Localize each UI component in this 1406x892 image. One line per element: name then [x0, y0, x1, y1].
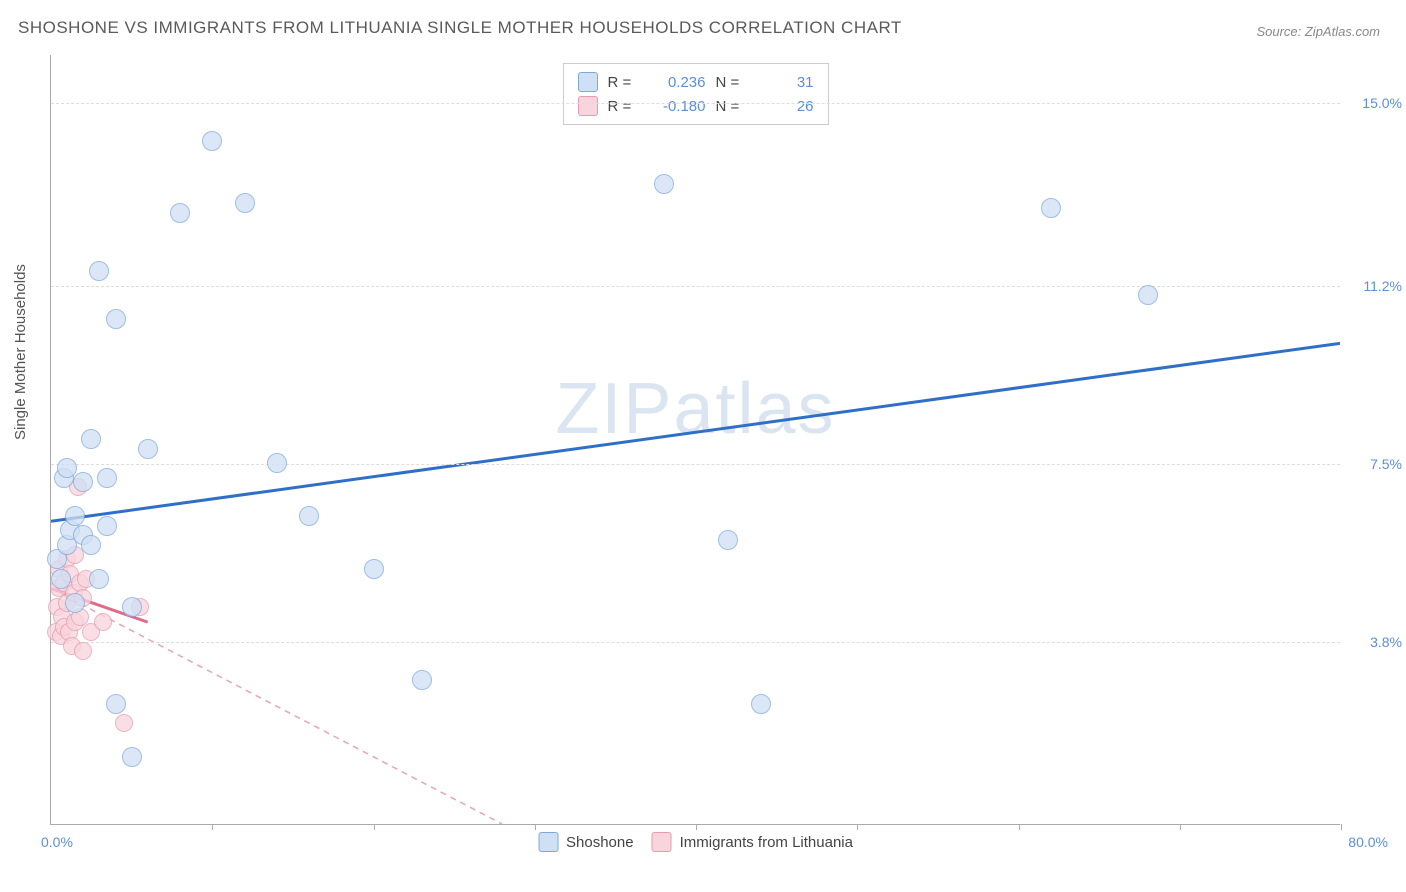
shoshone-point — [1138, 285, 1158, 305]
gridline — [51, 464, 1340, 465]
legend-row-lithuania: R = -0.180 N = 26 — [578, 94, 814, 118]
trend-line-shoshone — [51, 343, 1340, 521]
r-value-lithuania: -0.180 — [648, 98, 706, 115]
shoshone-point — [73, 472, 93, 492]
shoshone-point — [106, 694, 126, 714]
x-tick — [1180, 824, 1181, 830]
x-max-label: 80.0% — [1348, 834, 1388, 850]
x-tick — [696, 824, 697, 830]
shoshone-point — [51, 569, 71, 589]
r-label: R = — [608, 98, 638, 115]
shoshone-point — [97, 468, 117, 488]
x-tick — [374, 824, 375, 830]
legend-correlation: R = 0.236 N = 31 R = -0.180 N = 26 — [563, 63, 829, 125]
n-value-shoshone: 31 — [756, 74, 814, 91]
legend-item-shoshone: Shoshone — [538, 832, 634, 852]
shoshone-point — [122, 747, 142, 767]
x-tick — [1341, 824, 1342, 830]
shoshone-point — [106, 309, 126, 329]
n-value-lithuania: 26 — [756, 98, 814, 115]
shoshone-point — [89, 261, 109, 281]
trend-lines — [51, 55, 1340, 824]
lithuania-point — [94, 613, 112, 631]
watermark-bold: ZIP — [555, 369, 673, 449]
y-tick-label: 11.2% — [1363, 278, 1402, 294]
shoshone-point — [1041, 198, 1061, 218]
y-tick-label: 15.0% — [1362, 95, 1402, 111]
shoshone-point — [138, 439, 158, 459]
x-tick — [212, 824, 213, 830]
shoshone-point — [202, 131, 222, 151]
gridline — [51, 103, 1340, 104]
shoshone-point — [718, 530, 738, 550]
shoshone-point — [65, 593, 85, 613]
swatch-shoshone — [578, 72, 598, 92]
legend-item-lithuania: Immigrants from Lithuania — [652, 832, 853, 852]
watermark-rest: atlas — [673, 369, 835, 449]
shoshone-point — [57, 458, 77, 478]
shoshone-point — [235, 193, 255, 213]
shoshone-point — [267, 453, 287, 473]
shoshone-point — [751, 694, 771, 714]
swatch-lithuania-icon — [652, 832, 672, 852]
watermark: ZIPatlas — [555, 368, 835, 450]
x-tick — [535, 824, 536, 830]
shoshone-point — [97, 516, 117, 536]
shoshone-point — [654, 174, 674, 194]
chart-container: SHOSHONE VS IMMIGRANTS FROM LITHUANIA SI… — [0, 0, 1406, 892]
swatch-lithuania — [578, 96, 598, 116]
legend-label-lithuania: Immigrants from Lithuania — [680, 834, 853, 851]
gridline — [51, 642, 1340, 643]
chart-title: SHOSHONE VS IMMIGRANTS FROM LITHUANIA SI… — [18, 18, 902, 38]
y-tick-label: 3.8% — [1370, 634, 1402, 650]
lithuania-point — [115, 714, 133, 732]
y-tick-label: 7.5% — [1370, 456, 1402, 472]
x-tick — [857, 824, 858, 830]
n-label: N = — [716, 98, 746, 115]
source-label: Source: ZipAtlas.com — [1256, 24, 1380, 39]
shoshone-point — [81, 429, 101, 449]
legend-row-shoshone: R = 0.236 N = 31 — [578, 70, 814, 94]
plot-area: ZIPatlas R = 0.236 N = 31 R = -0.180 N =… — [50, 55, 1340, 825]
shoshone-point — [65, 506, 85, 526]
r-label: R = — [608, 74, 638, 91]
swatch-shoshone-icon — [538, 832, 558, 852]
x-tick — [1019, 824, 1020, 830]
shoshone-point — [89, 569, 109, 589]
r-value-shoshone: 0.236 — [648, 74, 706, 91]
shoshone-point — [170, 203, 190, 223]
legend-label-shoshone: Shoshone — [566, 834, 634, 851]
n-label: N = — [716, 74, 746, 91]
lithuania-point — [74, 642, 92, 660]
y-axis-label: Single Mother Households — [12, 264, 29, 440]
shoshone-point — [122, 597, 142, 617]
x-origin-label: 0.0% — [41, 834, 73, 850]
shoshone-point — [81, 535, 101, 555]
shoshone-point — [364, 559, 384, 579]
shoshone-point — [412, 670, 432, 690]
shoshone-point — [299, 506, 319, 526]
legend-series: Shoshone Immigrants from Lithuania — [538, 832, 853, 852]
